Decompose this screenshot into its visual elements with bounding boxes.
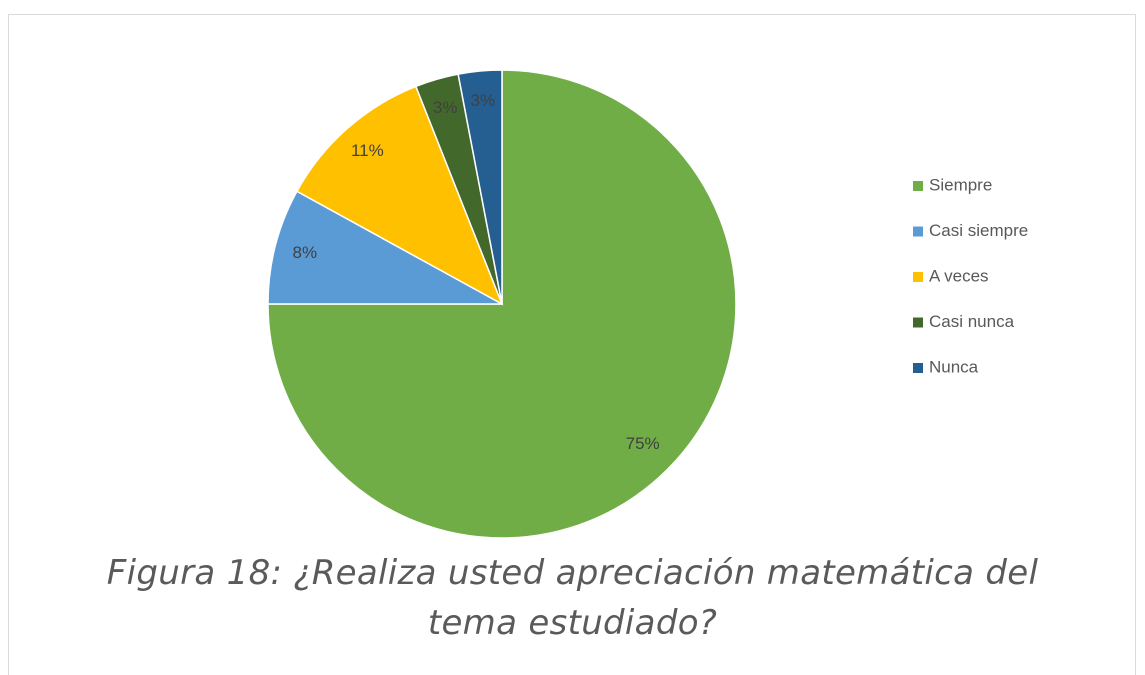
legend-swatch xyxy=(913,317,923,328)
caption: Figura 18: ¿Realiza usted apreciación ma… xyxy=(106,553,1039,643)
chart-frame xyxy=(8,14,1136,675)
legend-label: Casi siempre xyxy=(929,221,1028,240)
legend-label: Nunca xyxy=(929,357,979,376)
data-label: 3% xyxy=(433,98,458,117)
data-label: 11% xyxy=(351,141,384,160)
pie-slice xyxy=(295,85,504,306)
legend-swatch xyxy=(913,181,923,191)
data-label: 75% xyxy=(626,434,660,453)
pie-slice xyxy=(267,190,503,305)
data-label: 8% xyxy=(293,243,318,262)
legend-label: Casi nunca xyxy=(929,312,1015,331)
legend-swatch xyxy=(913,272,923,282)
legend-label: A veces xyxy=(929,266,989,285)
legend-swatch xyxy=(913,226,923,237)
pie-slice xyxy=(457,69,503,305)
legend-swatch xyxy=(913,363,923,373)
data-label: 3% xyxy=(471,91,496,110)
legend-label: Siempre xyxy=(929,175,992,194)
